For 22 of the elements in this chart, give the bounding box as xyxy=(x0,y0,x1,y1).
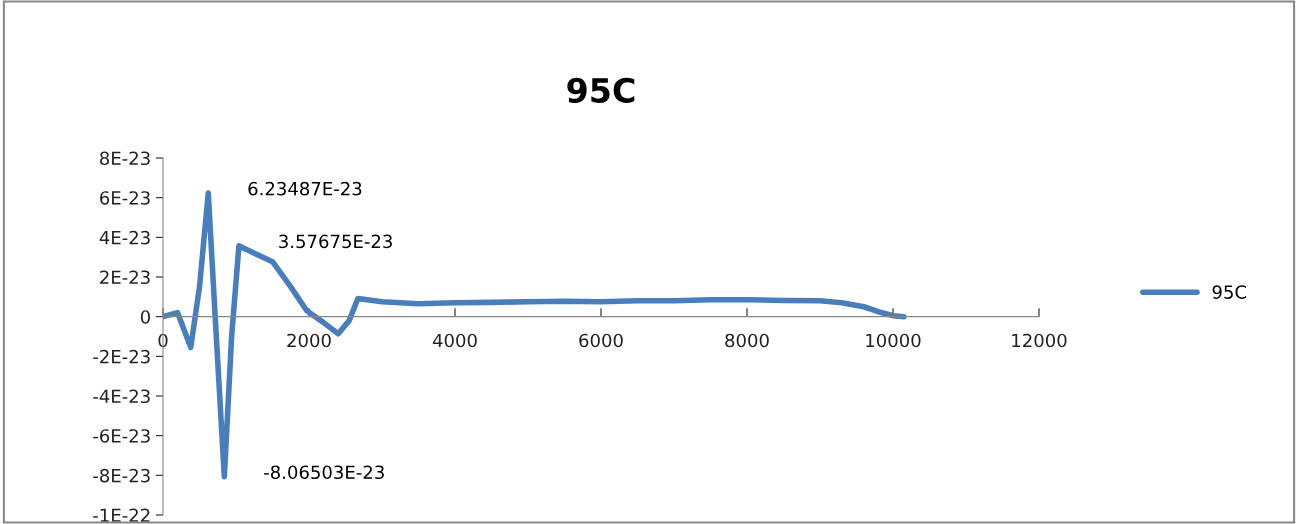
y-tick-label: -1E-22 xyxy=(93,508,150,522)
y-tick-label: 4E-23 xyxy=(99,230,150,245)
y-tick-label: -8E-23 xyxy=(93,468,150,483)
x-tick-label: 4000 xyxy=(432,333,477,348)
y-tick-label: 6E-23 xyxy=(100,191,150,205)
annotation: -8.06503E-23 xyxy=(264,465,384,480)
x-tick-label: 10000 xyxy=(866,333,921,348)
x-tick-label: 8000 xyxy=(725,333,769,348)
legend-label: 95C xyxy=(1212,285,1247,299)
x-tick-label: 2000 xyxy=(287,333,331,348)
chart-title: 95C xyxy=(567,77,635,103)
y-tick-label: 2E-23 xyxy=(100,270,150,285)
annotation: 6.23487E-23 xyxy=(248,181,362,196)
y-tick-label: 0 xyxy=(140,310,150,324)
x-tick-label: 6000 xyxy=(579,333,623,348)
y-tick-label: -2E-23 xyxy=(93,349,150,364)
x-tick-label: 12000 xyxy=(1012,333,1067,348)
y-tick-label: -6E-23 xyxy=(93,429,150,443)
y-tick-label: 8E-23 xyxy=(100,151,150,166)
x-tick-label: 0 xyxy=(158,333,168,348)
annotation: 3.57675E-23 xyxy=(279,234,392,249)
y-tick-label: -4E-23 xyxy=(93,389,150,404)
